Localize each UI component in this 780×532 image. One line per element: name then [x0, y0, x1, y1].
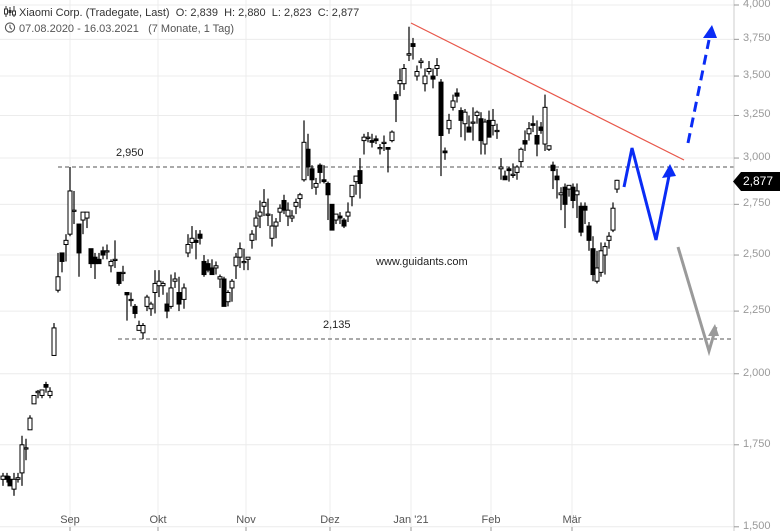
date-range: 07.08.2020 - 16.03.2021: [19, 23, 139, 35]
grid-lines: [0, 0, 734, 531]
y-tick-label: 1,500: [743, 519, 771, 532]
x-tick-label: Nov: [236, 514, 256, 526]
open-label: O:: [175, 7, 188, 19]
close-label: C:: [317, 7, 329, 19]
price-tag-shape: [733, 172, 780, 191]
y-tick-label: 2,500: [743, 248, 771, 261]
high-value: 2,880: [238, 7, 266, 19]
close-value: 2,877: [331, 7, 360, 19]
x-tick-label: Jan '21: [393, 514, 429, 526]
y-tick-label: 2,000: [743, 366, 771, 379]
level-label: 2,950: [116, 146, 144, 159]
y-tick-label: 2,250: [743, 304, 771, 317]
x-tick-label: Sep: [60, 514, 80, 526]
x-tick-label: Dez: [320, 514, 340, 526]
x-tick-label: Okt: [149, 514, 167, 526]
chart-header: Xiaomi Corp. (Tradegate, Last) O: 2,839 …: [4, 6, 359, 19]
watermark: www.guidants.com: [376, 256, 468, 268]
y-tick-label: 3,500: [743, 69, 771, 82]
y-tick-label: 3,000: [743, 151, 771, 164]
duration: (7 Monate, 1 Tag): [148, 23, 235, 35]
drawing-annotations: [410, 22, 719, 357]
y-tick-label: 3,750: [743, 32, 771, 45]
last-price-value: 2,877: [743, 174, 774, 188]
last-price-tag: 2,877: [733, 172, 780, 191]
y-tick-label: 4,000: [743, 0, 771, 10]
high-label: H:: [224, 7, 236, 19]
support-resistance-lines: [58, 166, 734, 340]
clock-icon: [4, 22, 16, 33]
x-tick-label: Mär: [562, 514, 582, 526]
date-range-row: 07.08.2020 - 16.03.2021 (7 Monate, 1 Tag…: [4, 22, 234, 35]
x-tick-label: Feb: [481, 514, 501, 526]
instrument-name: Xiaomi Corp. (Tradegate, Last): [19, 7, 170, 19]
candlestick-series: [0, 26, 620, 496]
candlestick-chart-icon: [4, 6, 16, 17]
y-axis-ticks: [734, 4, 739, 528]
y-tick-label: 2,750: [743, 197, 771, 210]
low-label: L:: [271, 7, 281, 19]
low-value: 2,823: [284, 7, 312, 19]
level-label: 2,135: [323, 319, 351, 331]
y-tick-label: 1,750: [743, 437, 771, 450]
open-value: 2,839: [190, 7, 218, 19]
y-tick-label: 3,250: [743, 108, 771, 121]
